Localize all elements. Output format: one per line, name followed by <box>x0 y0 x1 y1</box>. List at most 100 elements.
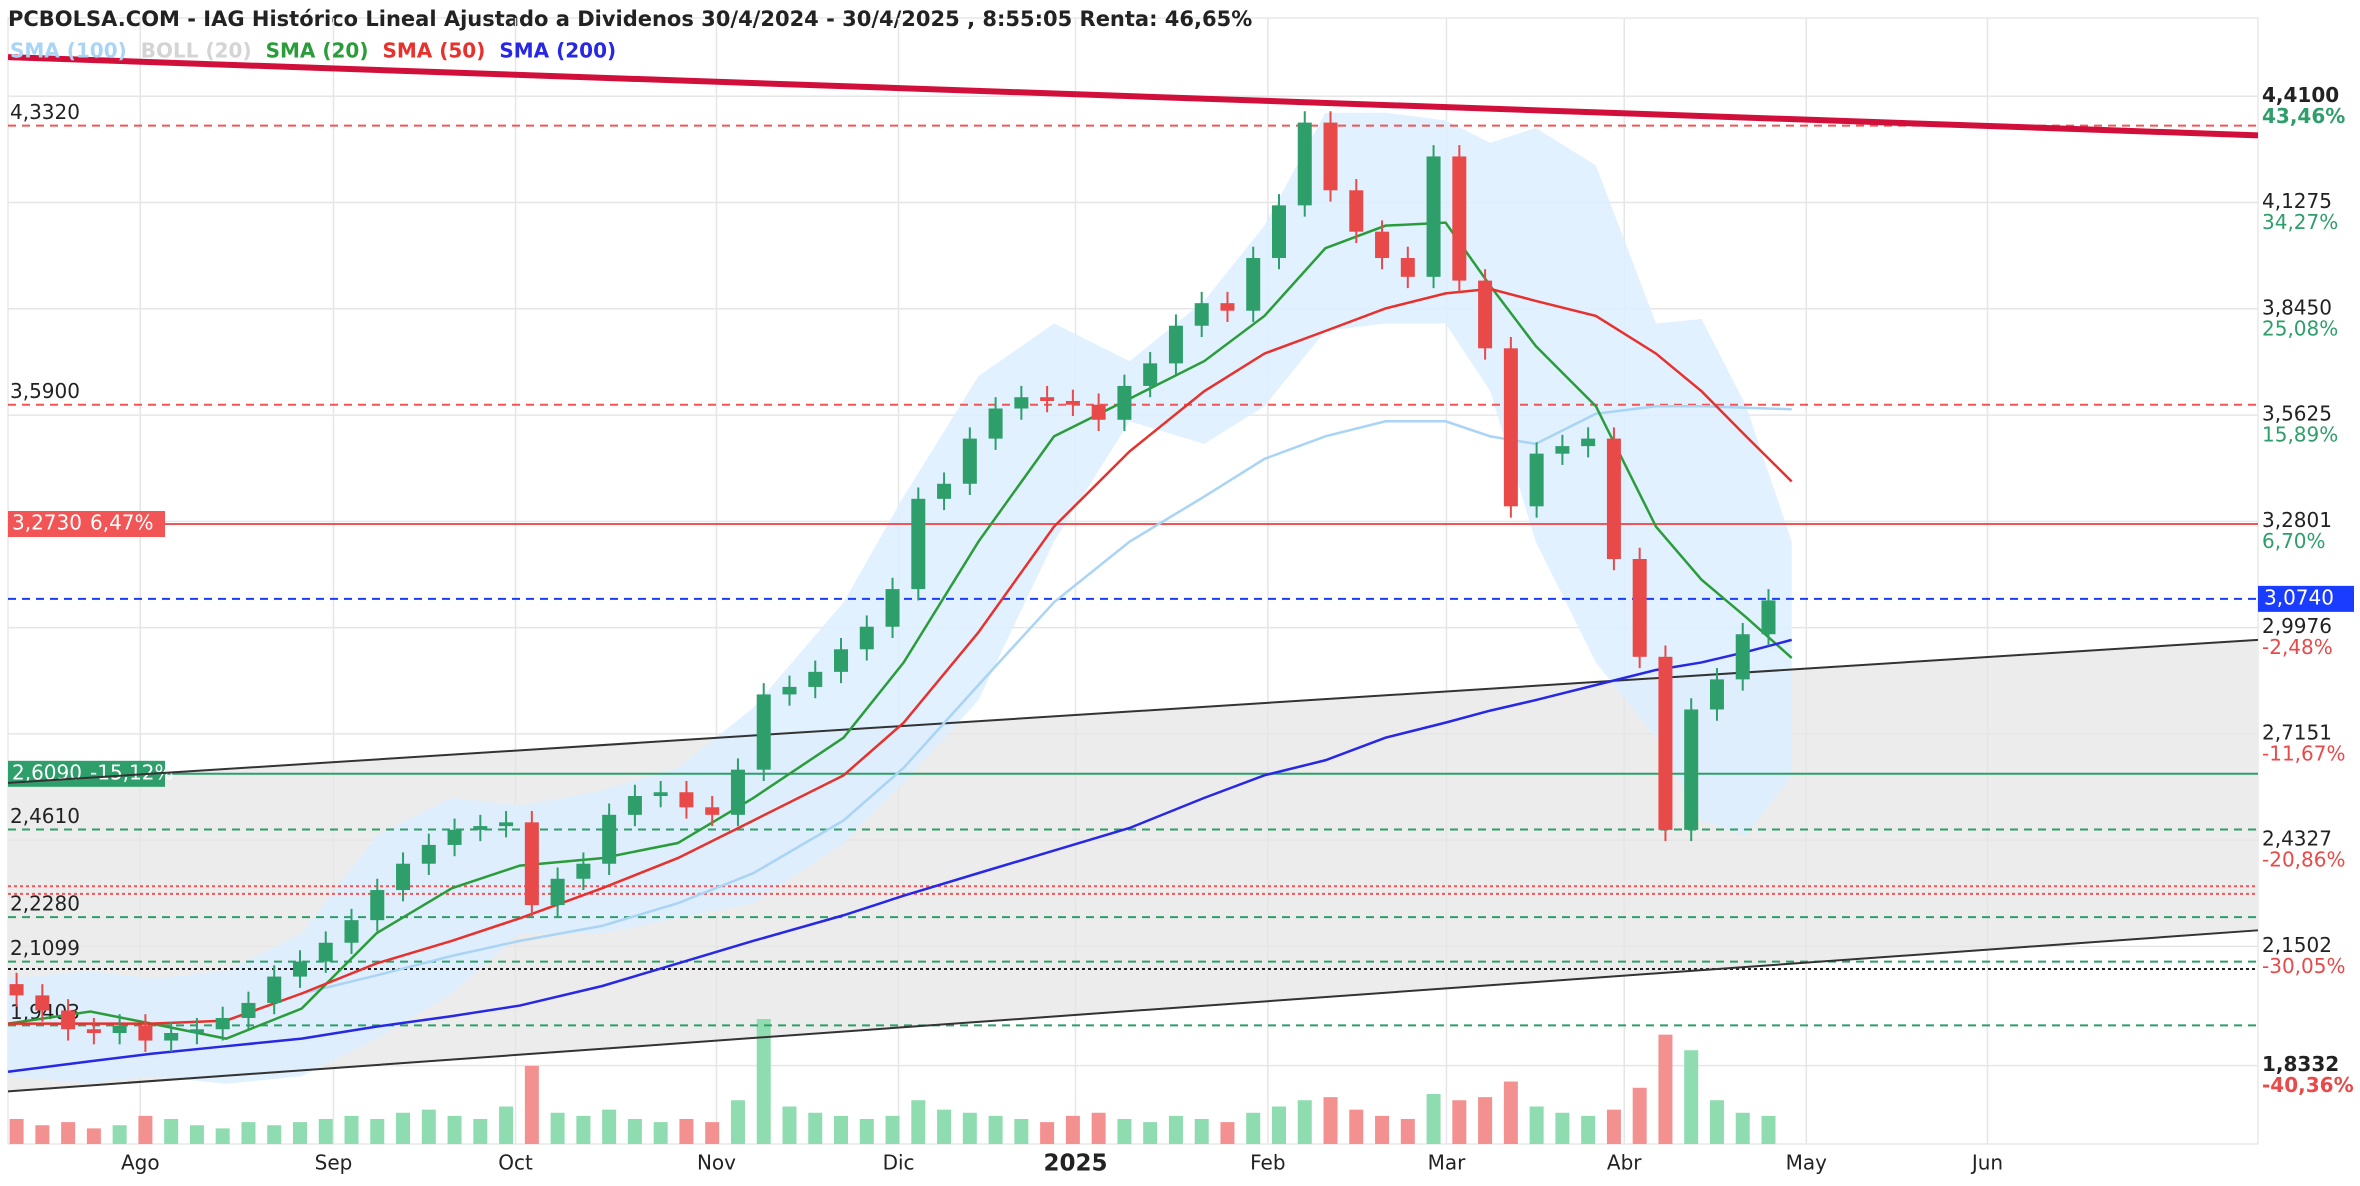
candle-body <box>1375 231 1390 259</box>
volume-bar <box>1761 1115 1776 1144</box>
volume-bar <box>1349 1109 1364 1144</box>
volume-bar <box>834 1115 849 1144</box>
candle-body <box>1478 280 1493 349</box>
candle-body <box>937 483 952 499</box>
sma-line <box>7 638 1792 1074</box>
candle-body <box>1606 438 1621 559</box>
y-tick-percent: 43,46% <box>2262 104 2345 128</box>
y-tick-label: 2,9976 <box>2262 614 2332 638</box>
volume-bar <box>499 1106 514 1144</box>
legend-item[interactable]: SMA (50) <box>382 39 485 63</box>
candle-body <box>962 438 977 484</box>
volume-bar <box>421 1109 436 1144</box>
volume-bar <box>1709 1100 1724 1144</box>
candle-body <box>215 1017 230 1030</box>
candle-body <box>1271 205 1286 259</box>
legend-item[interactable]: SMA (20) <box>266 39 369 63</box>
volume-bar <box>1684 1050 1699 1144</box>
legend-item[interactable]: SMA (200) <box>499 39 616 63</box>
candle-body <box>1143 363 1158 386</box>
candle-body <box>1297 122 1312 206</box>
volume-bar <box>602 1109 617 1144</box>
candle-body <box>138 1025 153 1041</box>
candle-body <box>1194 303 1209 326</box>
x-tick-label: 2025 <box>1043 1151 1107 1177</box>
legend-item[interactable]: SMA (100) <box>10 39 127 63</box>
x-tick-label: Jun <box>1970 1151 2003 1175</box>
candle-body <box>473 826 488 830</box>
candle-body <box>447 829 462 845</box>
candle-body <box>1040 397 1055 401</box>
candle-body <box>1503 348 1518 507</box>
volume-bar <box>1400 1119 1415 1144</box>
x-tick-label: Dic <box>883 1151 915 1175</box>
candle-body <box>1632 558 1647 657</box>
candle-body <box>1581 438 1596 447</box>
level-label: 4,3320 <box>10 100 80 124</box>
volume-bar <box>267 1125 282 1144</box>
candle-body <box>1761 600 1776 635</box>
volume-bar <box>885 1115 900 1144</box>
volume-bar <box>189 1125 204 1144</box>
candle-body <box>1091 404 1106 420</box>
volume-bar <box>627 1119 642 1144</box>
volume-bar <box>112 1125 127 1144</box>
level-label: 3,0740 <box>2264 585 2334 609</box>
chart-title: PCBOLSA.COM - IAG Histórico Lineal Ajust… <box>8 7 1252 31</box>
sma-line <box>8 287 1793 1025</box>
volume-bar <box>1658 1034 1673 1144</box>
volume-bar <box>1297 1100 1312 1144</box>
y-tick-percent: 34,27% <box>2262 210 2338 234</box>
candle-body <box>679 792 694 808</box>
candle-body <box>370 890 385 921</box>
level-label: 2,4610 <box>10 804 80 828</box>
volume-bar <box>1194 1119 1209 1144</box>
y-tick-label: 4,1275 <box>2262 189 2332 213</box>
candle-body <box>756 694 771 770</box>
candle-body <box>344 920 359 943</box>
candle-body <box>834 649 849 672</box>
volume-bar <box>138 1115 153 1144</box>
volume-bar <box>782 1106 797 1144</box>
volume-bar <box>35 1125 50 1144</box>
volume-bar <box>1735 1112 1750 1144</box>
volume-bar <box>988 1115 1003 1144</box>
legend-item[interactable]: BOLL (20) <box>141 39 252 63</box>
volume-bar <box>1503 1081 1518 1144</box>
candle-body <box>1014 397 1029 409</box>
y-tick-percent: 25,08% <box>2262 316 2338 340</box>
candle-body <box>1220 303 1235 311</box>
volume-bar <box>447 1115 462 1144</box>
sma-line <box>7 221 1793 1040</box>
candle-body <box>318 942 333 962</box>
sma-line <box>301 405 1792 995</box>
candle-body <box>730 769 745 815</box>
x-tick-label: Ago <box>121 1151 160 1175</box>
candle-body <box>1452 156 1467 281</box>
candle-body <box>35 995 50 1011</box>
candle-body <box>1246 258 1261 311</box>
y-tick-label: 2,7151 <box>2262 720 2332 744</box>
y-tick-percent: -30,05% <box>2262 954 2345 978</box>
volume-bar <box>1065 1115 1080 1144</box>
y-tick-percent: -2,48% <box>2262 635 2333 659</box>
trendline <box>7 929 2259 1093</box>
volume-bar <box>86 1128 101 1144</box>
candle-body <box>782 686 797 695</box>
candle-body <box>1349 190 1364 232</box>
volume-bar <box>653 1122 668 1144</box>
volume-bar <box>473 1119 488 1144</box>
volume-bar <box>524 1065 539 1144</box>
volume-bar <box>1091 1112 1106 1144</box>
volume-bar <box>1168 1115 1183 1144</box>
candle-body <box>911 498 926 590</box>
volume-bar <box>730 1100 745 1144</box>
candle-body <box>1735 634 1750 680</box>
candle-body <box>885 589 900 627</box>
trendline <box>7 54 2259 139</box>
y-tick-label: 3,2801 <box>2262 508 2332 532</box>
volume-bar <box>679 1119 694 1144</box>
y-tick-label: 3,5625 <box>2262 402 2332 426</box>
candle-body <box>61 1010 76 1030</box>
